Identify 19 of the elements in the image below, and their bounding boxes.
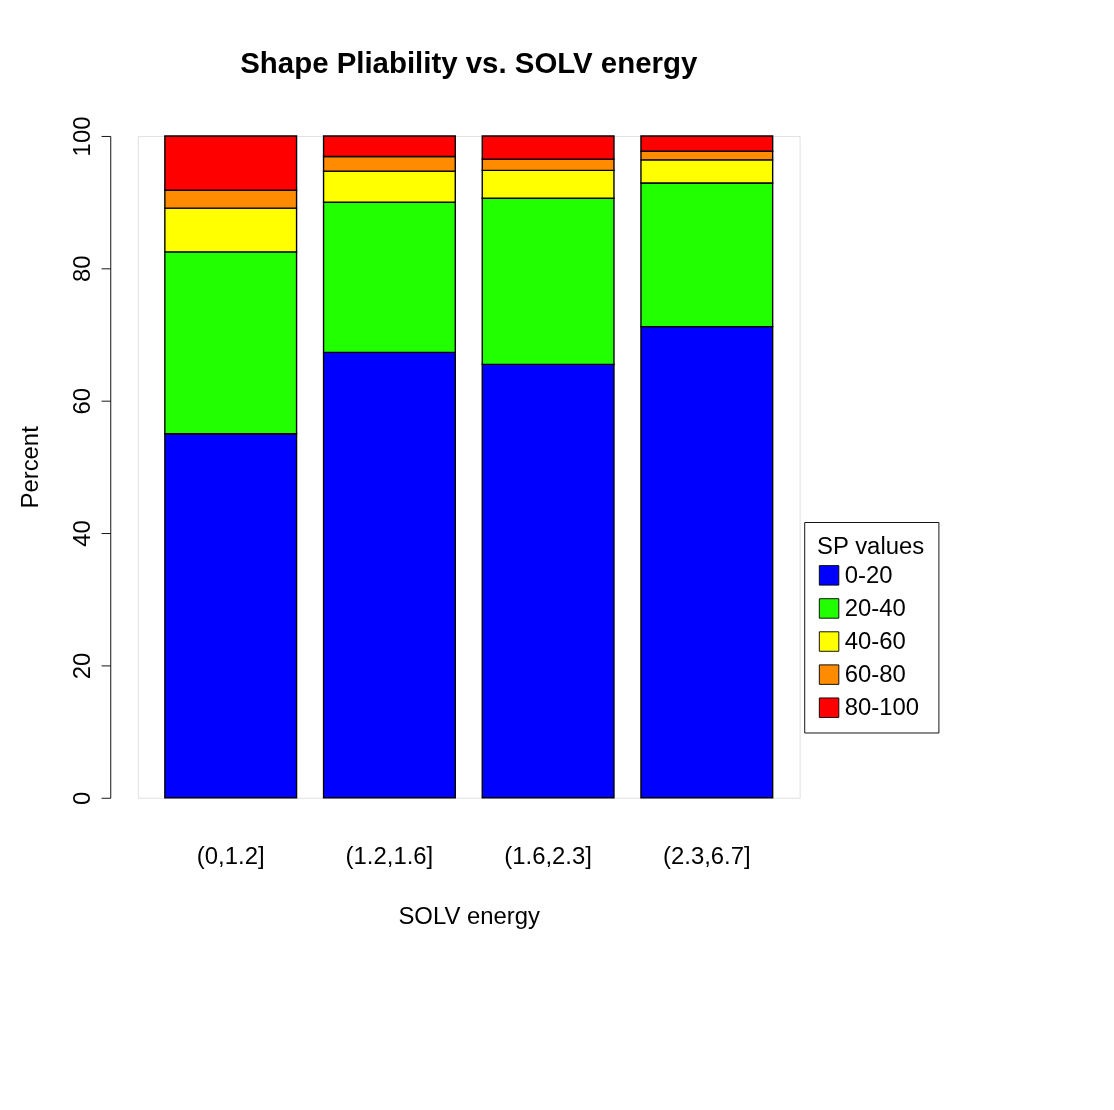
x-tick-label: (1.2,1.6] — [345, 841, 434, 869]
x-tick-label: (2.3,6.7] — [663, 841, 751, 869]
legend-title: SP values — [817, 532, 925, 560]
x-tick-label: (0,1.2] — [196, 841, 265, 869]
legend-label: 0-20 — [844, 560, 893, 588]
y-tick-label: 80 — [67, 255, 95, 283]
y-axis-title: Percent — [16, 425, 44, 509]
x-tick-label: (1.6,2.3] — [504, 841, 592, 869]
chart-title: Shape Pliability vs. SOLV energy — [240, 45, 698, 79]
y-tick-label: 20 — [67, 652, 95, 680]
legend-label: 20-40 — [844, 593, 906, 621]
y-tick-label: 0 — [67, 791, 95, 805]
legend-label: 40-60 — [844, 626, 906, 654]
y-tick-label: 40 — [67, 520, 95, 547]
y-tick-label: 60 — [67, 387, 95, 415]
legend-label: 80-100 — [844, 693, 920, 721]
x-axis-title: SOLV energy — [398, 902, 541, 930]
y-tick-label: 100 — [67, 116, 95, 157]
legend-label: 60-80 — [844, 659, 906, 687]
